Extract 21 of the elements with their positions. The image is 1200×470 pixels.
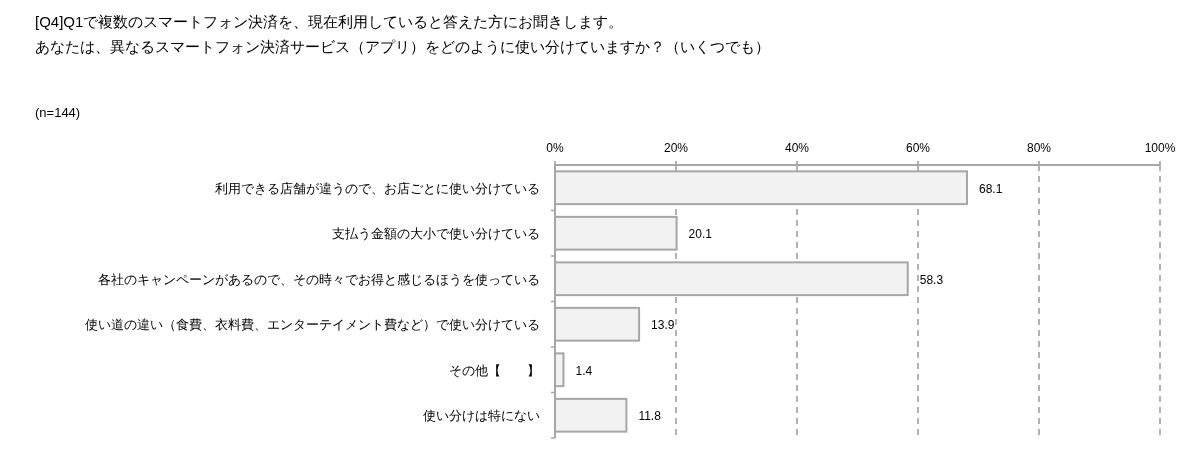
y-tick-label: 各社のキャンペーンがあるので、その時々でお得と感じるほうを使っている bbox=[98, 271, 540, 287]
data-label: 58.3 bbox=[919, 272, 944, 287]
y-tick-label: 利用できる店舗が違うので、お店ごとに使い分けている bbox=[215, 180, 540, 196]
text: あなたは、異なるスマートフォン決済サービス（アプリ）をどのように使い分けていますか？（いくつでも） bbox=[35, 38, 770, 55]
x-tick-label: 40% bbox=[784, 141, 810, 155]
y-tick-label: その他【 】 bbox=[449, 362, 540, 378]
x-tick-label: 80% bbox=[1026, 141, 1052, 155]
data-label: 20.1 bbox=[688, 227, 713, 242]
x-tick-label: 100% bbox=[1144, 141, 1176, 155]
y-tick-label: 使い分けは特にない bbox=[423, 408, 540, 424]
data-label: 13.9 bbox=[651, 318, 675, 333]
y-tick-label: 支払う金額の大小で使い分けている bbox=[332, 226, 540, 242]
text: (n=144) bbox=[35, 105, 81, 120]
x-tick-label: 0% bbox=[546, 141, 564, 155]
x-tick-label: 20% bbox=[663, 141, 689, 155]
data-label: 68.1 bbox=[979, 181, 1003, 196]
text: [Q4]Q1で複数のスマートフォン決済を、現在利用していると答えた方にお聞きします。 bbox=[35, 13, 624, 30]
data-label: 1.4 bbox=[575, 363, 593, 378]
x-tick-label: 60% bbox=[905, 141, 931, 155]
y-tick-label: 使い道の違い（食費、衣料費、エンターテイメント費など）で使い分けている bbox=[85, 317, 540, 333]
data-label: 11.8 bbox=[638, 409, 662, 424]
